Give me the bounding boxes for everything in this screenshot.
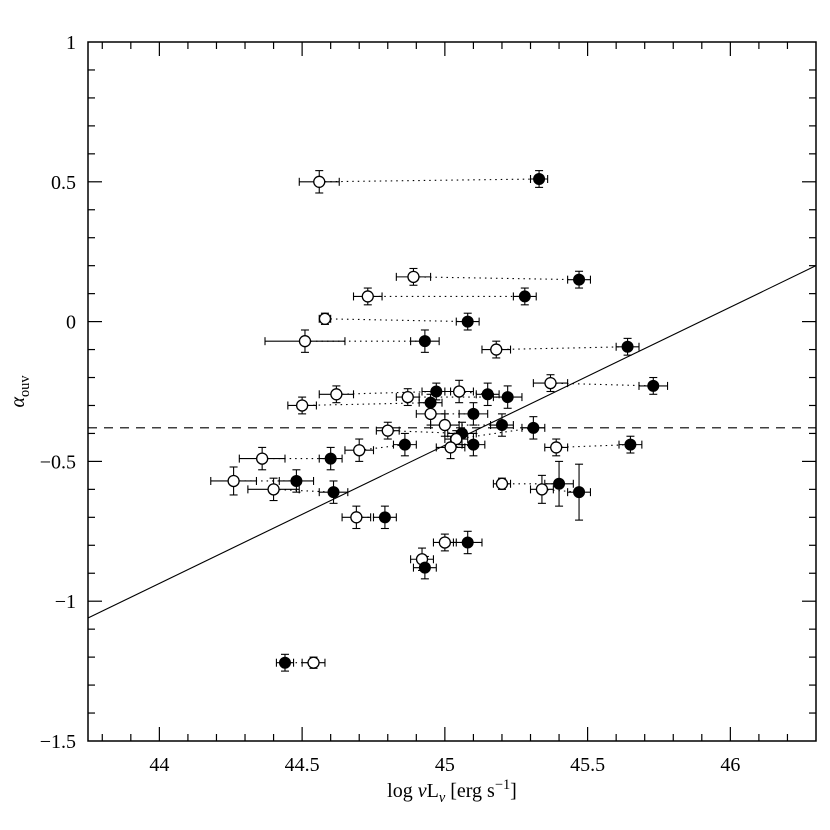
svg-text:−1: −1	[55, 591, 76, 613]
svg-text:44: 44	[149, 754, 169, 776]
svg-text:45.5: 45.5	[570, 754, 605, 776]
svg-text:−0.5: −0.5	[40, 451, 76, 473]
svg-text:αouv: αouv	[7, 375, 33, 408]
svg-text:log νLν [erg s−1]: log νLν [erg s−1]	[387, 777, 517, 806]
svg-text:45: 45	[435, 754, 455, 776]
svg-text:1: 1	[66, 32, 76, 54]
svg-text:46: 46	[720, 754, 740, 776]
svg-text:44.5: 44.5	[285, 754, 320, 776]
svg-text:−1.5: −1.5	[40, 731, 76, 753]
svg-text:0.5: 0.5	[51, 172, 76, 194]
svg-text:0: 0	[66, 312, 76, 334]
